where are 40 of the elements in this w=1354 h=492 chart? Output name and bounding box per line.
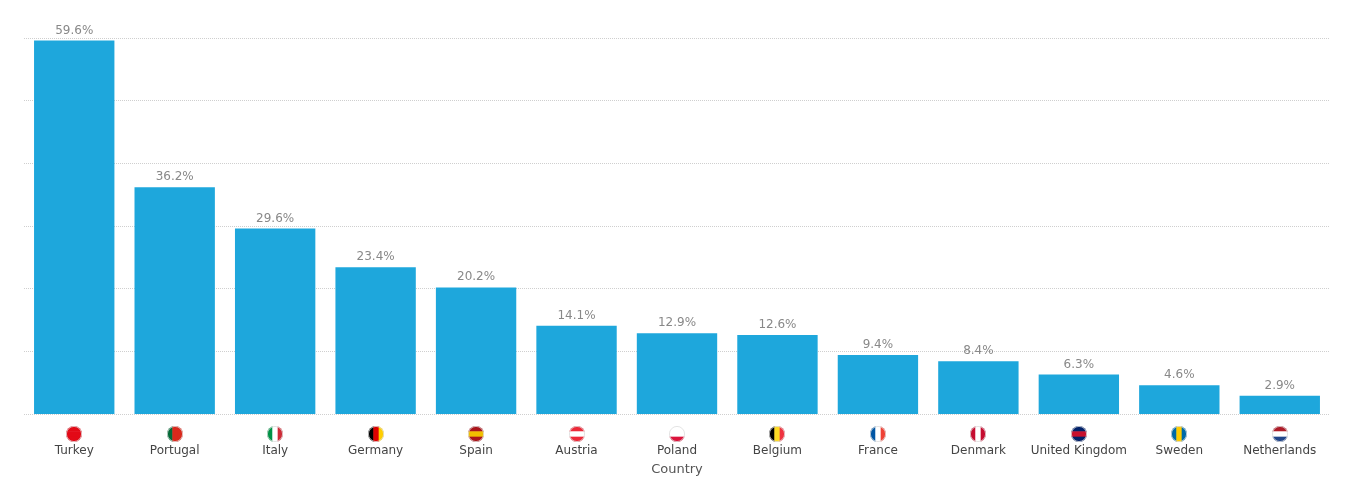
x-tick-label: Italy — [262, 443, 289, 457]
data-label: 8.4% — [963, 343, 994, 358]
bar — [134, 187, 215, 414]
bar — [636, 333, 718, 414]
bar — [335, 267, 416, 414]
x-tick-label: Turkey — [53, 443, 94, 457]
data-label: 36.2% — [155, 169, 194, 184]
x-tick-label: Belgium — [752, 443, 803, 457]
data-label: 2.9% — [1264, 377, 1296, 392]
bar — [938, 361, 1019, 414]
data-label: 4.6% — [1164, 367, 1195, 382]
bar — [1139, 385, 1220, 414]
x-tick-label: France — [857, 443, 898, 457]
bar — [1239, 395, 1320, 414]
data-label: 20.2% — [457, 269, 496, 284]
bar — [435, 287, 517, 414]
x-tick-label: Denmark — [950, 443, 1007, 457]
data-label: 59.6% — [55, 22, 94, 37]
data-label: 9.4% — [862, 337, 894, 352]
x-tick-label: Netherlands — [1243, 443, 1317, 457]
bar — [234, 228, 316, 414]
data-label: 23.4% — [356, 249, 395, 264]
x-tick-label: Spain — [459, 443, 493, 457]
bar — [837, 355, 919, 414]
x-tick-label: Germany — [348, 443, 404, 457]
data-label: 12.6% — [758, 317, 797, 332]
data-label: 14.1% — [557, 307, 596, 322]
x-tick-label: Portugal — [149, 443, 200, 457]
bar — [34, 40, 115, 414]
bar — [536, 325, 617, 414]
x-tick-label: United Kingdom — [1030, 443, 1128, 457]
data-label: 29.6% — [256, 210, 295, 225]
x-tick-label: Austria — [555, 443, 598, 457]
data-label: 12.9% — [657, 315, 697, 330]
x-axis-title: Country — [651, 461, 704, 476]
bar — [1038, 374, 1120, 414]
x-tick-label: Poland — [656, 443, 698, 457]
bar — [737, 335, 818, 414]
data-label: 6.3% — [1063, 356, 1095, 371]
x-tick-label: Sweden — [1155, 443, 1204, 457]
